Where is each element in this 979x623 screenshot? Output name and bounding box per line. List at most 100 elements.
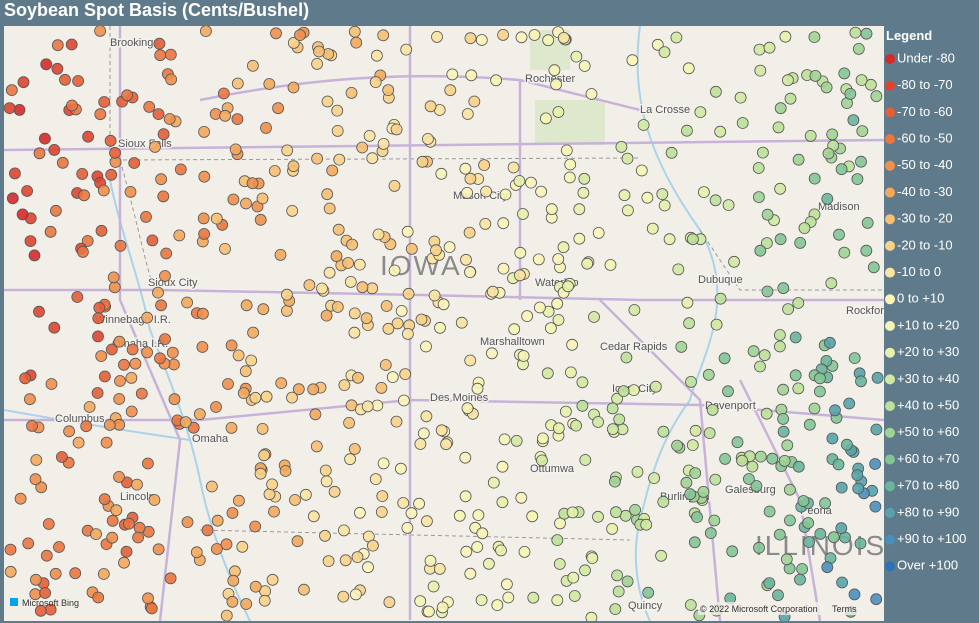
basis-marker [621, 152, 634, 165]
basis-marker [651, 38, 664, 51]
basis-marker [855, 375, 867, 388]
basis-marker [266, 478, 279, 491]
legend-label: -80 to -70 [897, 77, 953, 92]
basis-marker [268, 165, 281, 177]
basis-marker [545, 322, 557, 335]
basis-marker [792, 382, 805, 395]
legend-label: 0 to +10 [897, 291, 944, 306]
basis-marker [710, 85, 722, 98]
basis-marker [552, 253, 565, 266]
basis-marker [19, 372, 32, 385]
basis-marker [323, 202, 336, 215]
basis-marker [502, 591, 515, 604]
basis-marker [553, 558, 566, 570]
basis-marker [560, 144, 573, 157]
basis-marker [848, 352, 861, 365]
legend-label: Over +100 [897, 558, 958, 573]
basis-marker [405, 242, 418, 255]
basis-marker [703, 427, 716, 440]
basis-marker [14, 492, 27, 505]
basis-marker [416, 155, 429, 168]
legend-swatch [885, 54, 895, 64]
basis-marker [752, 162, 765, 174]
basis-marker [219, 242, 231, 255]
basis-marker [527, 591, 540, 604]
basis-marker [535, 185, 547, 198]
basis-marker [820, 81, 833, 94]
basis-marker [232, 349, 245, 362]
basis-marker [459, 451, 472, 464]
bing-attribution: Microsoft Bing [22, 598, 79, 608]
place-label: Ottumwa [530, 463, 575, 475]
basis-marker [148, 494, 161, 506]
basis-marker [545, 203, 558, 216]
basis-marker [363, 129, 376, 142]
basis-marker [414, 438, 427, 450]
basis-marker [685, 375, 697, 388]
basis-marker [746, 460, 759, 473]
basis-marker [122, 517, 135, 530]
basis-marker [220, 538, 233, 551]
basis-marker [443, 241, 456, 254]
basis-marker [152, 108, 165, 120]
basis-marker [532, 253, 545, 266]
basis-marker [471, 382, 484, 395]
map[interactable]: Brookings Rochester La Crosse Sioux Fall… [4, 25, 890, 623]
basis-marker [279, 465, 292, 477]
basis-marker [394, 462, 407, 475]
basis-marker [80, 420, 93, 433]
basis-marker [686, 439, 699, 452]
basis-marker [774, 329, 786, 341]
basis-marker [342, 257, 355, 269]
basis-marker [753, 43, 766, 56]
legend-swatch [885, 454, 895, 465]
basis-marker [397, 394, 410, 407]
legend-swatch [885, 481, 895, 492]
basis-marker [854, 537, 867, 550]
basis-marker [349, 588, 362, 601]
basis-marker [118, 358, 130, 371]
legend-swatch [885, 107, 895, 118]
basis-marker [114, 239, 127, 252]
basis-marker [754, 360, 766, 373]
basis-marker [564, 158, 577, 171]
basis-marker [684, 599, 697, 611]
basis-marker [648, 472, 660, 485]
basis-marker [566, 506, 579, 519]
basis-marker [747, 345, 760, 358]
basis-marker [78, 189, 90, 202]
terms-link[interactable]: Terms [832, 604, 857, 614]
place-label: Rockford [846, 305, 890, 317]
basis-marker [4, 565, 17, 578]
basis-marker [348, 443, 361, 455]
basis-marker [773, 528, 786, 541]
basis-marker [124, 185, 137, 198]
basis-marker [323, 266, 336, 279]
basis-marker [754, 244, 767, 257]
basis-marker [226, 507, 239, 519]
basis-marker [108, 281, 121, 294]
basis-marker [570, 50, 583, 63]
basis-marker [390, 123, 403, 136]
legend-swatch [885, 374, 895, 385]
basis-marker [663, 233, 676, 246]
basis-marker [258, 594, 271, 607]
basis-marker [870, 90, 883, 103]
basis-marker [344, 275, 357, 288]
basis-marker [855, 155, 867, 168]
basis-marker [6, 192, 19, 205]
basis-marker [229, 143, 242, 156]
basis-marker [486, 285, 499, 298]
basis-marker [461, 108, 474, 120]
basis-marker [309, 408, 322, 421]
basis-marker [263, 488, 276, 501]
basis-marker [640, 518, 653, 531]
legend-swatch [885, 214, 895, 225]
basis-marker [557, 241, 570, 254]
basis-marker [781, 439, 794, 452]
basis-marker [237, 387, 250, 400]
bing-logo [10, 598, 18, 606]
basis-marker [240, 299, 253, 312]
legend-swatch [885, 134, 895, 145]
basis-marker [714, 125, 727, 138]
